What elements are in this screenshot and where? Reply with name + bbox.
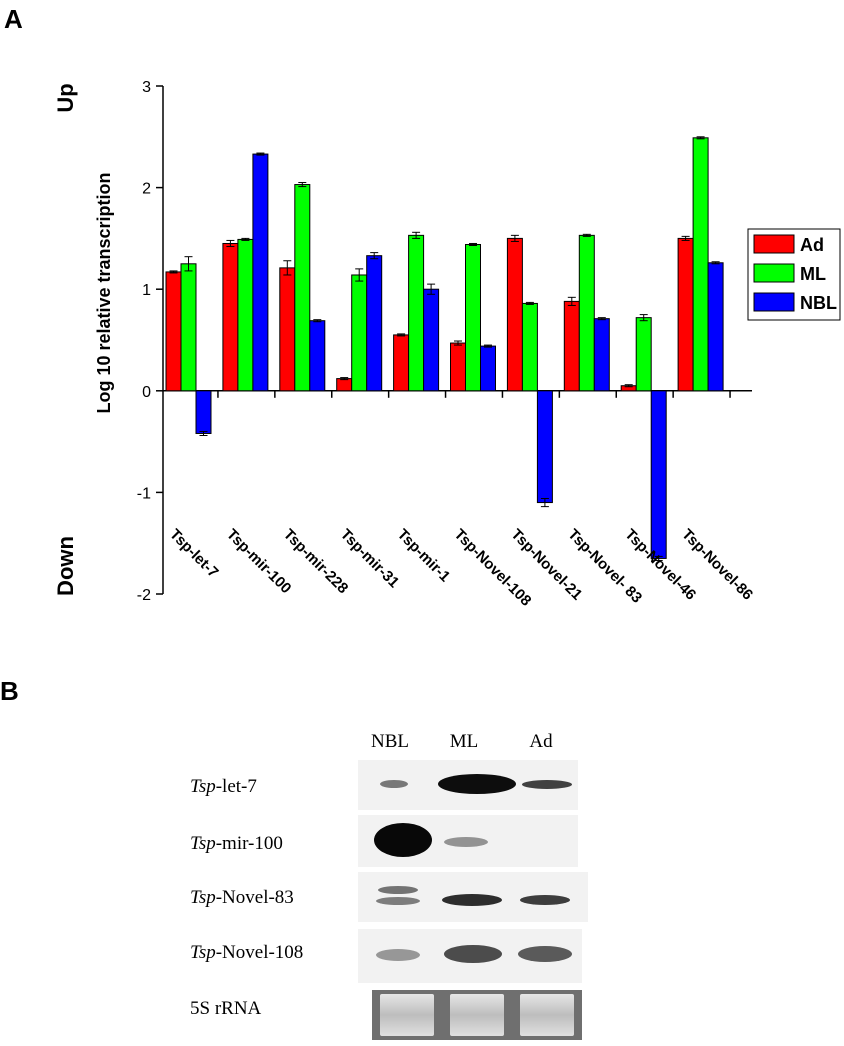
blot-strip-novel-83 (358, 872, 588, 922)
bar-ad-9 (677, 237, 694, 392)
bar-ad-0 (165, 271, 182, 392)
bar-nbl-7 (593, 318, 610, 392)
x-tick-label: Tsp-let-7 (166, 526, 221, 581)
bar-ad-2 (279, 267, 296, 392)
bar-ml-3 (351, 274, 368, 392)
bar-nbl-8 (650, 390, 667, 559)
y-tick-label: 0 (142, 384, 151, 401)
blot-label-novel-108: Tsp-Novel-108 (190, 942, 304, 963)
bar-nbl-2 (309, 320, 326, 392)
down-label: Down (53, 536, 78, 596)
bar-nbl-3 (366, 255, 383, 392)
blot-strip-novel-108 (358, 929, 582, 983)
blot-strip-mir-100 (358, 815, 578, 867)
bar-ad-5 (450, 342, 466, 392)
bar-chart: -2 -1 0 1 2 3 Log 10 relative transcription Up D… (53, 79, 841, 610)
blot-label-novel-83: Tsp-Novel-83 (190, 887, 294, 908)
band-novel-83-ad (520, 895, 570, 905)
band-let-7-ad (522, 780, 572, 789)
bar-nbl-9 (707, 262, 724, 392)
bar-nbl-5 (480, 345, 496, 392)
bar-ad-6 (506, 237, 523, 392)
bar-ad-4 (393, 334, 410, 392)
up-label: Up (53, 83, 78, 112)
y-tick-label: -1 (137, 485, 151, 502)
legend-label-ml: ML (800, 264, 826, 284)
bar-ml-1 (237, 238, 254, 392)
legend-label-ad: Ad (800, 235, 824, 255)
bar-ad-3 (336, 378, 353, 392)
lane-header-nbl: NBL (371, 731, 409, 752)
lane-header-ad: Ad (529, 731, 553, 752)
blot-strip-let-7 (358, 760, 578, 810)
blot-label-let-7: Tsp-let-7 (190, 776, 257, 797)
legend-swatch-ml (753, 263, 795, 283)
blot-label-mir-100: Tsp-mir-100 (190, 833, 283, 854)
band-let-7-nbl (380, 780, 408, 788)
panel-b-letter: B (0, 676, 19, 706)
band-let-7-ml (438, 774, 516, 794)
band-novel-108-ad (518, 946, 572, 962)
bar-ml-4 (408, 234, 425, 392)
bar-nbl-4 (423, 288, 440, 392)
band-novel-108-nbl (376, 949, 420, 961)
y-tick-label: 2 (142, 181, 151, 198)
band-novel-83-ml (442, 894, 502, 906)
bar-ml-5 (465, 243, 481, 392)
y-axis-label: Log 10 relative transcription (94, 172, 114, 413)
bar-ml-7 (578, 234, 595, 392)
blot-label-5s-rrna: 5S rRNA (190, 998, 262, 1019)
bar-ad-7 (563, 300, 580, 392)
bar-ml-0 (180, 263, 197, 392)
band-novel-83-nbl-upper (378, 886, 418, 894)
bar-ml-8 (635, 317, 652, 392)
panel-a-letter: A (4, 4, 23, 34)
bar-ml-6 (521, 302, 538, 392)
bar-nbl-0 (195, 390, 212, 434)
y-tick-label: 1 (142, 282, 151, 299)
rrna-lane-ad (520, 994, 574, 1036)
blot-strip-5s-rrna (372, 990, 582, 1040)
x-tick-label: Tsp-mir-1 (394, 526, 454, 586)
legend-swatch-ad (753, 234, 795, 254)
legend-swatch-nbl (753, 292, 795, 312)
lane-header-ml: ML (449, 731, 479, 752)
rrna-lane-nbl (380, 994, 434, 1036)
legend-label-nbl: NBL (800, 293, 837, 313)
rrna-lane-ml (450, 994, 504, 1036)
bar-ml-9 (692, 137, 709, 392)
bar-ad-1 (222, 242, 239, 392)
y-tick-label: -2 (137, 587, 151, 604)
band-mir-100-nbl (374, 823, 432, 857)
bar-nbl-1 (252, 153, 269, 392)
band-novel-108-ml (444, 945, 502, 963)
band-mir-100-ml (444, 837, 488, 847)
band-novel-83-nbl-lower (376, 897, 420, 905)
bar-ml-2 (294, 184, 311, 392)
bar-nbl-6 (536, 390, 553, 504)
y-tick-label: 3 (142, 79, 151, 96)
